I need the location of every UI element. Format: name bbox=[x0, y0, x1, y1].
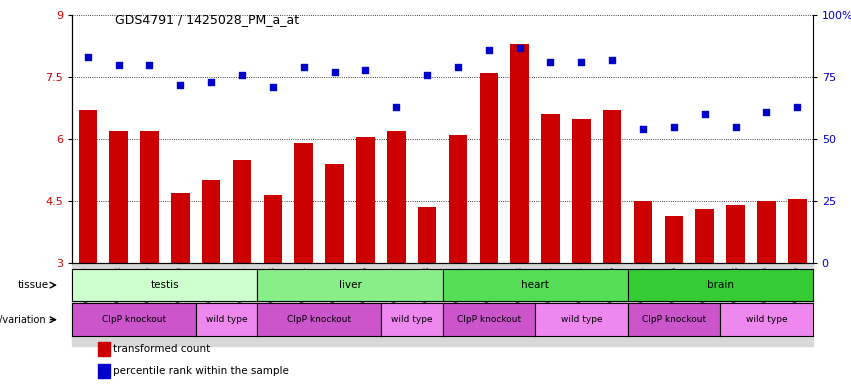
Bar bbox=[325, 164, 344, 263]
Point bbox=[235, 72, 248, 78]
Text: ClpP knockout: ClpP knockout bbox=[457, 315, 521, 324]
Point bbox=[637, 126, 650, 132]
Text: ClpP knockout: ClpP knockout bbox=[642, 315, 706, 324]
Text: brain: brain bbox=[706, 280, 734, 290]
Point bbox=[81, 55, 94, 61]
Point bbox=[760, 109, 774, 115]
Bar bbox=[634, 201, 652, 263]
Text: wild type: wild type bbox=[745, 315, 787, 324]
Bar bbox=[264, 195, 282, 263]
Bar bbox=[232, 160, 251, 263]
Point bbox=[698, 111, 711, 118]
Bar bbox=[418, 207, 437, 263]
Bar bbox=[98, 364, 110, 379]
Point bbox=[544, 60, 557, 66]
Point bbox=[605, 57, 619, 63]
Text: ClpP knockout: ClpP knockout bbox=[287, 315, 351, 324]
Bar bbox=[726, 205, 745, 263]
Bar bbox=[294, 143, 313, 263]
Bar bbox=[140, 131, 158, 263]
Text: liver: liver bbox=[339, 280, 362, 290]
Point bbox=[174, 82, 187, 88]
Text: wild type: wild type bbox=[206, 315, 248, 324]
Bar bbox=[98, 342, 110, 356]
Point bbox=[451, 64, 465, 70]
Bar bbox=[511, 44, 528, 263]
Bar bbox=[695, 209, 714, 263]
Text: percentile rank within the sample: percentile rank within the sample bbox=[112, 366, 288, 376]
Point bbox=[667, 124, 681, 130]
Point bbox=[574, 60, 588, 66]
Point bbox=[358, 67, 372, 73]
Bar bbox=[665, 215, 683, 263]
Text: wild type: wild type bbox=[561, 315, 603, 324]
Text: tissue: tissue bbox=[18, 280, 49, 290]
Text: transformed count: transformed count bbox=[112, 344, 210, 354]
Bar bbox=[541, 114, 560, 263]
Bar bbox=[356, 137, 374, 263]
Text: GDS4791 / 1425028_PM_a_at: GDS4791 / 1425028_PM_a_at bbox=[115, 13, 299, 26]
Point bbox=[328, 69, 341, 75]
Bar bbox=[387, 131, 405, 263]
Bar bbox=[109, 131, 128, 263]
Text: genotype/variation: genotype/variation bbox=[0, 314, 46, 325]
Point bbox=[513, 45, 527, 51]
Point bbox=[143, 62, 157, 68]
Bar bbox=[171, 193, 190, 263]
Point bbox=[420, 72, 434, 78]
Bar bbox=[202, 180, 220, 263]
Bar bbox=[757, 201, 775, 263]
Point bbox=[266, 84, 280, 90]
Text: wild type: wild type bbox=[391, 315, 432, 324]
Point bbox=[482, 47, 495, 53]
Bar bbox=[479, 73, 498, 263]
Bar bbox=[78, 110, 97, 263]
Point bbox=[297, 64, 311, 70]
Point bbox=[791, 104, 804, 110]
Bar bbox=[448, 135, 467, 263]
Bar bbox=[572, 119, 591, 263]
Point bbox=[111, 62, 125, 68]
Point bbox=[390, 104, 403, 110]
Text: ClpP knockout: ClpP knockout bbox=[102, 315, 166, 324]
Point bbox=[728, 124, 742, 130]
Bar bbox=[788, 199, 807, 263]
Point bbox=[204, 79, 218, 85]
Bar bbox=[603, 110, 621, 263]
Text: heart: heart bbox=[521, 280, 549, 290]
Text: testis: testis bbox=[151, 280, 180, 290]
